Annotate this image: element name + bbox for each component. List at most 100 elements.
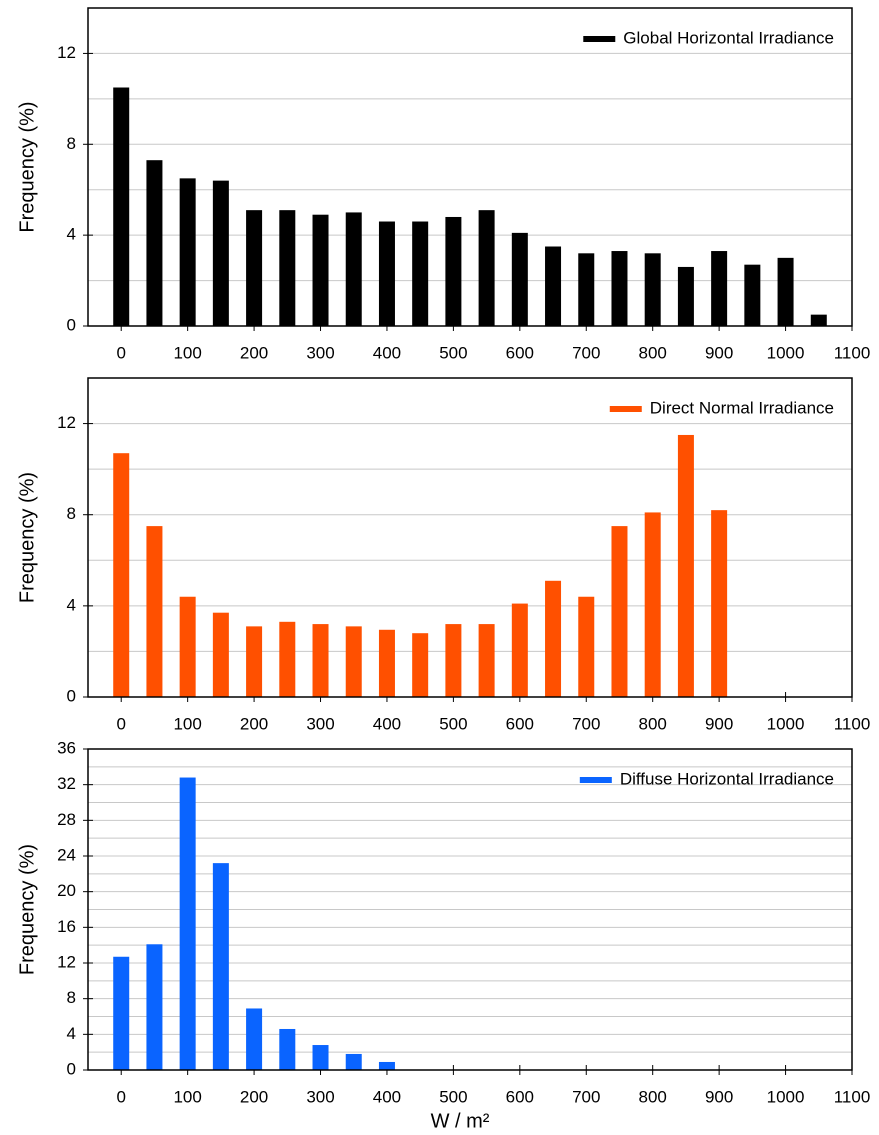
x-tick-label: 500 — [439, 1087, 467, 1106]
x-tick-label: 700 — [572, 1087, 600, 1106]
y-tick-label: 4 — [67, 225, 76, 244]
x-tick-label: 300 — [306, 343, 334, 362]
y-tick-label: 0 — [67, 1059, 76, 1078]
bar — [146, 526, 163, 697]
bar — [611, 526, 628, 697]
x-tick-label: 100 — [173, 1087, 201, 1106]
y-tick-label: 0 — [67, 315, 76, 334]
y-axis-label: Frequency (%) — [16, 844, 38, 975]
x-tick-label: 200 — [240, 343, 268, 362]
bar — [412, 221, 429, 326]
y-tick-label: 16 — [57, 917, 76, 936]
bar — [578, 596, 595, 697]
bar — [345, 626, 362, 697]
x-tick-label: 1100 — [834, 714, 871, 733]
x-tick-label: 0 — [116, 1087, 125, 1106]
legend-label: Diffuse Horizontal Irradiance — [620, 769, 834, 788]
y-axis-label: Frequency (%) — [16, 101, 38, 232]
bar — [511, 603, 528, 697]
bar — [810, 314, 827, 326]
bar — [212, 863, 229, 1070]
bar — [711, 510, 728, 697]
bar — [212, 612, 229, 697]
bar — [179, 178, 196, 326]
bar — [644, 253, 661, 326]
legend-label: Global Horizontal Irradiance — [623, 28, 834, 47]
bar — [113, 956, 130, 1070]
x-tick-label: 600 — [506, 1087, 534, 1106]
bar — [279, 1028, 296, 1070]
bar — [212, 180, 229, 326]
y-tick-label: 4 — [67, 1024, 76, 1043]
x-tick-label: 900 — [705, 1087, 733, 1106]
x-tick-label: 0 — [116, 714, 125, 733]
x-tick-label: 800 — [639, 343, 667, 362]
y-tick-label: 20 — [57, 881, 76, 900]
x-tick-label: 700 — [572, 714, 600, 733]
x-tick-label: 1000 — [767, 343, 805, 362]
plot-frame — [87, 377, 853, 698]
bar — [478, 210, 495, 326]
bar — [279, 210, 296, 326]
y-axis-label: Frequency (%) — [16, 472, 38, 603]
x-tick-label: 400 — [373, 714, 401, 733]
x-axis-label: W / m² — [431, 1110, 490, 1132]
x-tick-label: 1000 — [767, 714, 805, 733]
bar — [345, 212, 362, 326]
plot-frame — [87, 7, 853, 327]
x-tick-label: 1100 — [834, 343, 871, 362]
bar — [644, 512, 661, 697]
y-tick-label: 32 — [57, 774, 76, 793]
x-tick-label: 100 — [173, 714, 201, 733]
x-tick-label: 200 — [240, 714, 268, 733]
x-tick-label: 400 — [373, 1087, 401, 1106]
y-tick-label: 24 — [57, 845, 76, 864]
y-tick-label: 8 — [67, 988, 76, 1007]
x-tick-label: 500 — [439, 343, 467, 362]
bar — [711, 251, 728, 326]
bar — [312, 1045, 329, 1070]
x-tick-label: 300 — [306, 714, 334, 733]
bar — [611, 251, 628, 326]
x-tick-label: 900 — [705, 714, 733, 733]
bar — [378, 1061, 395, 1070]
bar — [146, 160, 163, 326]
x-tick-label: 0 — [116, 343, 125, 362]
x-tick-label: 800 — [639, 1087, 667, 1106]
bar — [545, 580, 562, 697]
x-tick-label: 500 — [439, 714, 467, 733]
x-tick-label: 600 — [506, 714, 534, 733]
bar — [744, 264, 761, 326]
y-tick-label: 12 — [57, 413, 76, 432]
bar — [412, 633, 429, 697]
x-tick-label: 600 — [506, 343, 534, 362]
y-tick-label: 28 — [57, 810, 76, 829]
bar — [677, 434, 694, 697]
bar — [146, 944, 163, 1070]
bar — [578, 253, 595, 326]
x-tick-label: 1100 — [834, 1087, 871, 1106]
bar — [279, 621, 296, 697]
bar — [312, 214, 329, 326]
bar — [545, 246, 562, 326]
bar — [113, 453, 130, 697]
bar — [378, 221, 395, 326]
legend-label: Direct Normal Irradiance — [650, 398, 834, 417]
y-tick-label: 36 — [57, 738, 76, 757]
bar — [445, 624, 462, 697]
bar — [511, 232, 528, 326]
x-tick-label: 700 — [572, 343, 600, 362]
bar — [478, 624, 495, 697]
bar — [246, 1008, 263, 1070]
x-tick-label: 900 — [705, 343, 733, 362]
y-tick-label: 12 — [57, 43, 76, 62]
plot-frame — [87, 748, 853, 1071]
x-tick-label: 400 — [373, 343, 401, 362]
bar — [378, 629, 395, 697]
bar — [777, 257, 794, 326]
bar — [179, 777, 196, 1070]
bar — [312, 624, 329, 697]
y-tick-label: 0 — [67, 686, 76, 705]
bar — [345, 1053, 362, 1070]
